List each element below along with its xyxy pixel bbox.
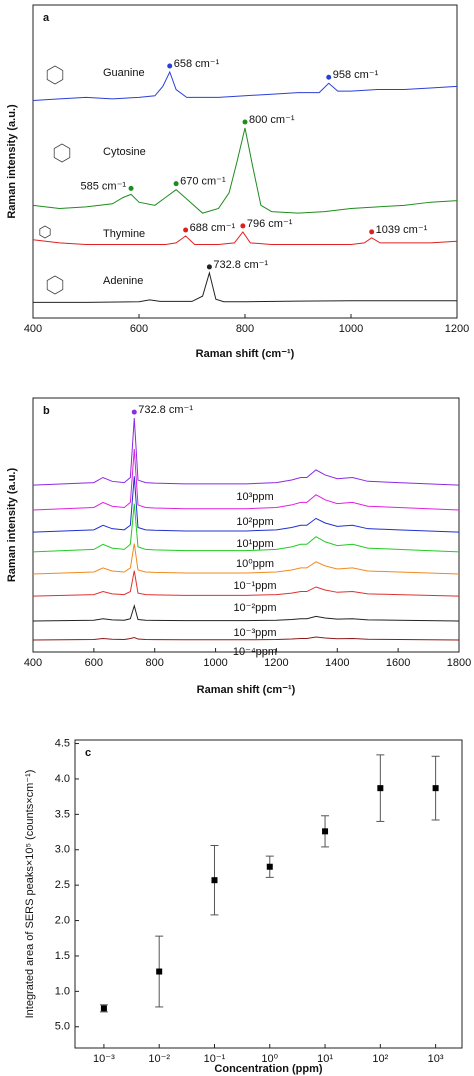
concentration-label: 10¹ppm xyxy=(236,538,273,550)
guanine-structure xyxy=(46,65,64,85)
peak-label: 732.8 cm⁻¹ xyxy=(138,404,193,416)
peak-marker xyxy=(369,229,375,235)
peak-marker xyxy=(326,74,332,80)
y-tick-label: 5.0 xyxy=(55,1021,70,1033)
x-axis-label: Concentration (ppm) xyxy=(214,1063,322,1075)
x-tick-label: 10³ xyxy=(428,1053,444,1065)
y-tick-label: 2.0 xyxy=(55,914,70,926)
data-point xyxy=(156,968,163,975)
concentration-label: 10⁰ppm xyxy=(236,558,274,570)
peak-marker xyxy=(240,223,246,229)
concentration-label: 10⁻⁴ppm xyxy=(233,646,277,658)
data-point xyxy=(322,828,329,835)
concentration-label: 10³ppm xyxy=(236,491,273,503)
peak-label: 1039 cm⁻¹ xyxy=(376,224,428,236)
peak-marker xyxy=(131,409,137,415)
x-tick-label: 10² xyxy=(372,1053,388,1065)
x-tick-label: 400 xyxy=(24,657,42,669)
cytosine-structure xyxy=(53,143,71,163)
adenine-structure xyxy=(46,275,64,295)
spectrum-line xyxy=(32,543,460,575)
x-axis-label: Raman shift (cm⁻¹) xyxy=(197,684,296,696)
peak-label: 800 cm⁻¹ xyxy=(249,114,295,126)
concentration-label: 10⁻³ppm xyxy=(233,627,276,639)
spectrum-line xyxy=(32,70,458,101)
compound-label: Adenine xyxy=(103,275,143,287)
x-tick-label: 1200 xyxy=(445,323,469,335)
x-tick-label: 400 xyxy=(24,323,42,335)
x-tick-label: 800 xyxy=(236,323,254,335)
compound-label: Thymine xyxy=(103,228,145,240)
peak-label: 585 cm⁻¹ xyxy=(81,180,127,192)
panel-label: b xyxy=(43,405,50,417)
concentration-label: 10⁻¹ppm xyxy=(233,580,276,592)
x-tick-label: 1000 xyxy=(203,657,227,669)
y-tick-label: 2.5 xyxy=(55,879,70,891)
y-axis-label: Raman intensity (a.u.) xyxy=(6,104,18,219)
peak-label: 670 cm⁻¹ xyxy=(180,176,226,188)
molecule-sketches xyxy=(39,65,71,295)
x-tick-label: 1600 xyxy=(386,657,410,669)
data-point xyxy=(432,785,439,792)
thymine-structure xyxy=(39,225,51,239)
plot-frame xyxy=(32,4,458,319)
peak-marker xyxy=(206,264,212,270)
plot-frame xyxy=(74,739,463,1049)
peak-label: 958 cm⁻¹ xyxy=(333,69,379,81)
spectrum-line xyxy=(32,636,460,641)
x-tick-label: 10⁻³ xyxy=(93,1053,115,1065)
concentration-label: 10⁻²ppm xyxy=(233,602,276,614)
compound-label: Guanine xyxy=(103,67,145,79)
peak-label: 658 cm⁻¹ xyxy=(174,58,220,70)
compound-label: Cytosine xyxy=(103,146,146,158)
y-tick-label: 3.5 xyxy=(55,808,70,820)
x-tick-label: 600 xyxy=(85,657,103,669)
y-tick-label: 1.5 xyxy=(55,950,70,962)
peak-marker xyxy=(167,63,173,69)
data-point xyxy=(100,1005,107,1012)
x-tick-label: 10⁻² xyxy=(148,1053,170,1065)
y-axis-label: Raman intensity (a.u.) xyxy=(6,468,18,583)
peak-marker xyxy=(128,185,134,191)
peak-marker xyxy=(183,227,189,233)
x-axis-label: Raman shift (cm⁻¹) xyxy=(196,348,295,360)
data-point xyxy=(266,863,273,870)
spectrum-line xyxy=(32,418,460,486)
peak-marker xyxy=(173,181,179,187)
panel-label: a xyxy=(43,12,50,24)
y-tick-label: 4.5 xyxy=(55,737,70,749)
spectrum-line xyxy=(32,449,460,511)
data-point xyxy=(377,785,384,792)
x-tick-label: 1200 xyxy=(264,657,288,669)
x-tick-label: 10¹ xyxy=(317,1053,333,1065)
spectrum-line xyxy=(32,127,458,214)
x-tick-label: 1800 xyxy=(447,657,471,669)
x-tick-label: 600 xyxy=(130,323,148,335)
concentration-label: 10²ppm xyxy=(236,516,273,528)
y-tick-label: 4.0 xyxy=(55,773,70,785)
x-tick-label: 10⁻¹ xyxy=(204,1053,226,1065)
panel-label: c xyxy=(85,747,91,759)
x-tick-label: 10⁰ xyxy=(261,1053,278,1065)
x-tick-label: 1000 xyxy=(339,323,363,335)
spectrum-line xyxy=(32,503,460,553)
peak-label: 732.8 cm⁻¹ xyxy=(213,259,268,271)
y-axis-label: Integrated area of SERS peaks×10⁵ (count… xyxy=(24,770,36,1019)
peak-marker xyxy=(242,119,248,125)
plot-frame xyxy=(32,397,460,653)
spectrum-line xyxy=(32,231,458,245)
peak-label: 796 cm⁻¹ xyxy=(247,218,293,230)
spectrum-line xyxy=(33,271,457,303)
data-point xyxy=(211,877,218,884)
peak-label: 688 cm⁻¹ xyxy=(190,222,236,234)
x-tick-label: 800 xyxy=(146,657,164,669)
y-tick-label: 1.0 xyxy=(55,985,70,997)
x-tick-label: 1400 xyxy=(325,657,349,669)
spectrum-line xyxy=(32,570,460,597)
y-tick-label: 3.0 xyxy=(55,844,70,856)
spectrum-line xyxy=(32,603,460,622)
spectrum-line xyxy=(32,476,460,533)
